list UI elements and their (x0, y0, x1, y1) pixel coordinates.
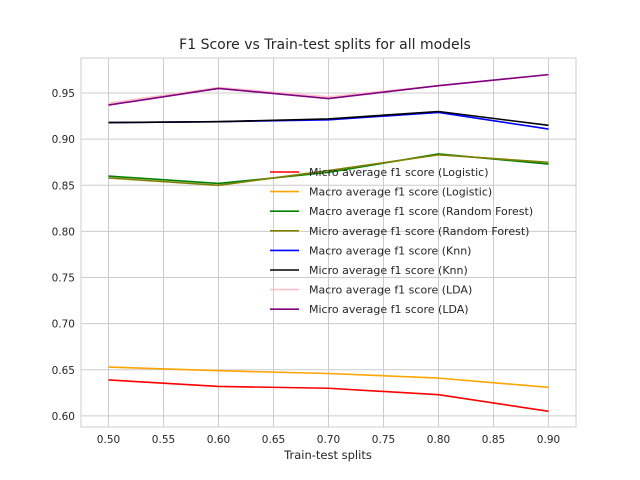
x-tick-label: 0.60 (207, 434, 230, 446)
legend: Micro average f1 score (Logistic) Macro a… (270, 166, 533, 316)
chart-title: F1 Score vs Train-test splits for all mo… (179, 37, 471, 53)
legend-label: Micro average f1 score (Random Forest) (309, 225, 529, 238)
legend-item-6: Macro average f1 score (LDA) (270, 284, 472, 297)
legend-item-5: Micro average f1 score (Knn) (270, 264, 468, 277)
legend-label: Micro average f1 score (LDA) (309, 303, 469, 316)
plot-frame (80, 57, 577, 428)
legend-item-4: Macro average f1 score (Knn) (270, 244, 471, 257)
legend-item-7: Micro average f1 score (LDA) (270, 303, 469, 316)
plot-area (80, 57, 577, 428)
y-tick-label: 0.80 (52, 226, 75, 238)
legend-label: Macro average f1 score (Knn) (309, 244, 471, 257)
legend-item-0: Micro average f1 score (Logistic) (270, 166, 489, 179)
series-line-5 (108, 110, 549, 127)
series-line-0 (108, 379, 549, 413)
x-axis-title: Train-test splits (283, 448, 372, 462)
x-tick-label: 0.90 (537, 434, 560, 446)
y-tick-label: 0.75 (52, 273, 75, 285)
legend-item-2: Macro average f1 score (Random Forest) (270, 205, 533, 218)
legend-label: Macro average f1 score (Logistic) (309, 186, 492, 199)
legend-item-3: Micro average f1 score (Random Forest) (270, 225, 529, 238)
x-tick-label: 0.55 (152, 434, 175, 446)
legend-label: Micro average f1 score (Knn) (309, 264, 468, 277)
x-tick-label: 0.75 (372, 434, 395, 446)
x-tick-label: 0.65 (262, 434, 285, 446)
series-lines (108, 73, 549, 413)
x-tick-label: 0.85 (482, 434, 505, 446)
x-axis-ticks: 0.50 0.55 0.60 0.65 0.70 0.75 0.80 0.85 0.90 (97, 434, 560, 446)
series-line-3 (108, 154, 549, 187)
series-line-1 (108, 366, 549, 389)
y-tick-label: 0.60 (52, 411, 75, 423)
series-line-7 (108, 73, 549, 106)
x-tick-label: 0.80 (427, 434, 450, 446)
y-tick-label: 0.90 (52, 134, 75, 146)
grid (81, 58, 576, 427)
legend-label: Macro average f1 score (LDA) (309, 284, 472, 297)
y-tick-label: 0.95 (52, 88, 75, 100)
legend-label: Micro average f1 score (Logistic) (309, 166, 489, 179)
legend-item-1: Macro average f1 score (Logistic) (270, 186, 492, 199)
x-tick-label: 0.50 (97, 434, 120, 446)
y-tick-label: 0.65 (52, 365, 75, 377)
y-tick-label: 0.70 (52, 319, 75, 331)
y-axis-ticks: 0.60 0.65 0.70 0.75 0.80 0.85 0.90 0.95 (52, 88, 75, 423)
x-tick-label: 0.70 (317, 434, 340, 446)
y-tick-label: 0.85 (52, 180, 75, 192)
legend-label: Macro average f1 score (Random Forest) (309, 205, 533, 218)
